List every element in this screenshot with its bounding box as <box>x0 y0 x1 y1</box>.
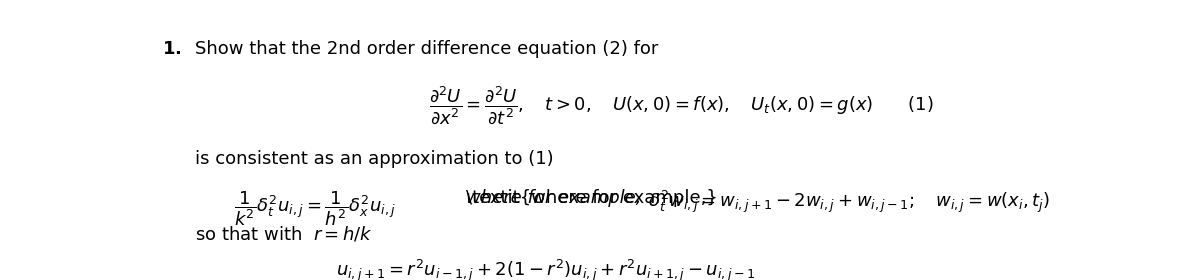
Text: $u_{i,j+1} = r^2 u_{i-1,j} + 2(1 - r^2)u_{i,j} + r^2 u_{i+1,j} - u_{i,j-1}$: $u_{i,j+1} = r^2 u_{i-1,j} + 2(1 - r^2)u… <box>336 258 755 280</box>
Text: $\delta_t^2 w_{i,j} = w_{i,j+1} - 2w_{i,j} + w_{i,j-1};$$\quad w_{i,j} = w(x_i, : $\delta_t^2 w_{i,j} = w_{i,j+1} - 2w_{i,… <box>648 189 1050 215</box>
Text: \textit{where for example,}: \textit{where for example,} <box>467 189 718 207</box>
Text: where for example,: where for example, <box>467 189 642 207</box>
Text: is consistent as an approximation to (1): is consistent as an approximation to (1) <box>194 150 553 168</box>
Text: Show that the 2nd order difference equation (2) for: Show that the 2nd order difference equat… <box>194 40 658 58</box>
Text: $\dfrac{1}{k^2}\delta_t^2 u_{i,j} = \dfrac{1}{h^2}\delta_x^2 u_{i,j}$: $\dfrac{1}{k^2}\delta_t^2 u_{i,j} = \dfr… <box>234 189 396 228</box>
Text: $\mathbf{1.}$: $\mathbf{1.}$ <box>162 40 181 58</box>
Text: so that with  $r = h/k$: so that with $r = h/k$ <box>194 224 373 243</box>
Text: $\dfrac{\partial^2 U}{\partial x^2} = \dfrac{\partial^2 U}{\partial t^2},$$\quad: $\dfrac{\partial^2 U}{\partial x^2} = \d… <box>430 85 934 127</box>
